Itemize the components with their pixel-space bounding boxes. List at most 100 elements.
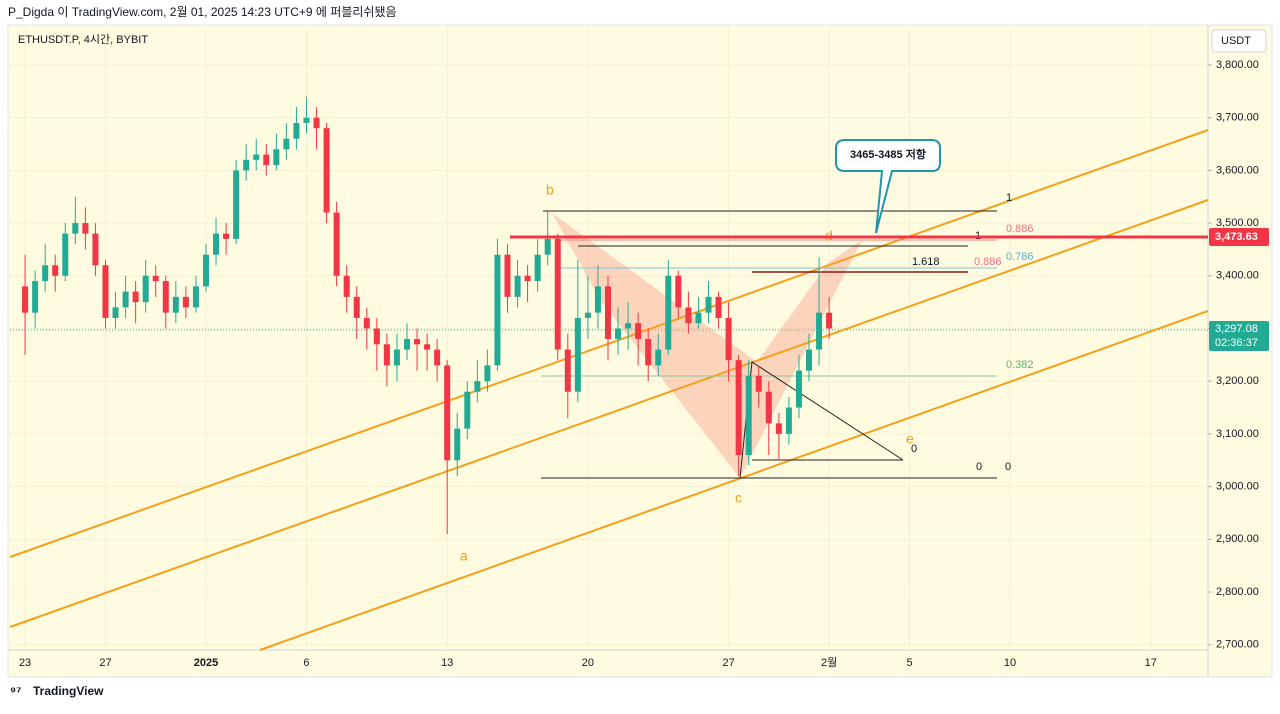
candle-body xyxy=(514,275,521,297)
candle-body xyxy=(464,391,471,429)
candle-body xyxy=(434,349,441,366)
fib-label: 0.886 xyxy=(1006,223,1034,235)
wave-label: c xyxy=(735,490,742,506)
x-tick-label: 27 xyxy=(722,657,734,669)
pattern-wing xyxy=(552,213,757,478)
fib-label: 1.618 xyxy=(912,256,940,268)
fib-label: 0 xyxy=(911,443,917,455)
footer: TradingView xyxy=(33,684,104,698)
candle-body xyxy=(192,286,199,308)
price-tag xyxy=(1209,227,1269,246)
candle-body xyxy=(625,323,632,329)
x-tick-label: 23 xyxy=(19,657,31,669)
candle-body xyxy=(806,349,813,371)
x-tick-label: 2025 xyxy=(194,657,218,669)
candle-body xyxy=(92,233,99,266)
candle-body xyxy=(333,212,340,276)
x-tick-label: 5 xyxy=(906,657,912,669)
candle-body xyxy=(474,381,481,392)
fib-label: 1 xyxy=(1006,192,1012,204)
candle-body xyxy=(213,233,220,255)
candle-body xyxy=(725,317,732,361)
candle-body xyxy=(22,286,29,313)
symbol-title: ETHUSDT.P, 4시간, BYBIT xyxy=(18,33,148,46)
candle-body xyxy=(685,307,692,324)
candle-body xyxy=(826,312,833,329)
drawings: 1 1 0.886 0.886 0.786 1.618 0.382 0 0 0 … xyxy=(9,129,1209,651)
candle-body xyxy=(82,223,89,234)
candle-body xyxy=(383,344,390,366)
logo-mark: ⁹⁷ xyxy=(10,683,22,698)
channel-line xyxy=(259,310,1209,651)
x-tick-label: 20 xyxy=(582,657,594,669)
candle-body xyxy=(293,122,300,139)
candle-body xyxy=(785,407,792,434)
candle-body xyxy=(645,339,652,366)
candle-body xyxy=(745,375,752,455)
candle-body xyxy=(414,339,421,345)
candle-body xyxy=(484,365,491,382)
fib-label: 0.886 xyxy=(974,256,1002,268)
wave-label: a xyxy=(460,548,468,564)
candle-body xyxy=(112,307,119,318)
y-tick-label: 3,400.00 xyxy=(1216,270,1259,282)
candle-body xyxy=(263,154,270,166)
candle-body xyxy=(172,296,179,313)
header: P_Digda 이 TradingView.com, 2월 01, 2025 1… xyxy=(8,5,397,19)
candle-body xyxy=(62,233,69,276)
candle-body xyxy=(32,281,39,313)
candle-body xyxy=(273,149,280,166)
candle-body xyxy=(132,291,139,303)
y-tick-label: 3,200.00 xyxy=(1216,375,1259,387)
candle-body xyxy=(233,170,240,239)
candle-body xyxy=(102,265,109,318)
candle-body xyxy=(705,296,712,313)
currency: USDT xyxy=(1221,35,1251,47)
candle-body xyxy=(152,275,159,282)
candle-body xyxy=(665,275,672,350)
candle-body xyxy=(775,423,782,434)
candle-body xyxy=(564,349,571,392)
x-tick-label: 27 xyxy=(99,657,111,669)
candle-body xyxy=(765,391,772,424)
candle-body xyxy=(735,360,742,455)
candle-body xyxy=(695,312,702,324)
y-tick-label: 3,100.00 xyxy=(1216,428,1259,440)
channel-line xyxy=(9,199,1209,628)
y-tick-label: 2,700.00 xyxy=(1216,639,1259,651)
candle-body xyxy=(444,365,451,461)
candle-body xyxy=(584,312,591,318)
chart-background xyxy=(7,24,1273,678)
candle-body xyxy=(223,233,230,239)
candle-body xyxy=(574,317,581,392)
candle-body xyxy=(403,339,410,350)
axes: 2,700.00 2,800.00 2,900.00 3,000.00 3,100.00… xyxy=(19,59,1269,669)
wave-label: b xyxy=(546,182,554,198)
callout: 3465-3485 저항 xyxy=(850,147,926,161)
candle-body xyxy=(253,154,260,160)
currency-box[interactable] xyxy=(1211,29,1267,53)
x-tick-label: 17 xyxy=(1145,657,1157,669)
candle-body xyxy=(544,238,551,255)
candles xyxy=(22,96,1208,535)
candle-body xyxy=(534,254,541,282)
candle-body xyxy=(715,296,722,318)
candle-body xyxy=(363,317,370,329)
triangle xyxy=(739,361,904,479)
candle-body xyxy=(283,138,290,150)
candle-body xyxy=(313,117,320,129)
y-tick-label: 3,700.00 xyxy=(1216,112,1259,124)
callout-box xyxy=(835,139,941,234)
candle-body xyxy=(122,291,129,308)
candle-body xyxy=(635,323,642,340)
candle-body xyxy=(454,428,461,461)
wave-label: e xyxy=(906,431,914,447)
x-tick-label: 2월 xyxy=(821,656,837,669)
y-tick-label: 3,800.00 xyxy=(1216,59,1259,71)
candle-body xyxy=(816,312,823,350)
fib-label: 0.786 xyxy=(1006,251,1034,263)
y-tick-label: 3,600.00 xyxy=(1216,164,1259,176)
candle-body xyxy=(615,328,622,340)
